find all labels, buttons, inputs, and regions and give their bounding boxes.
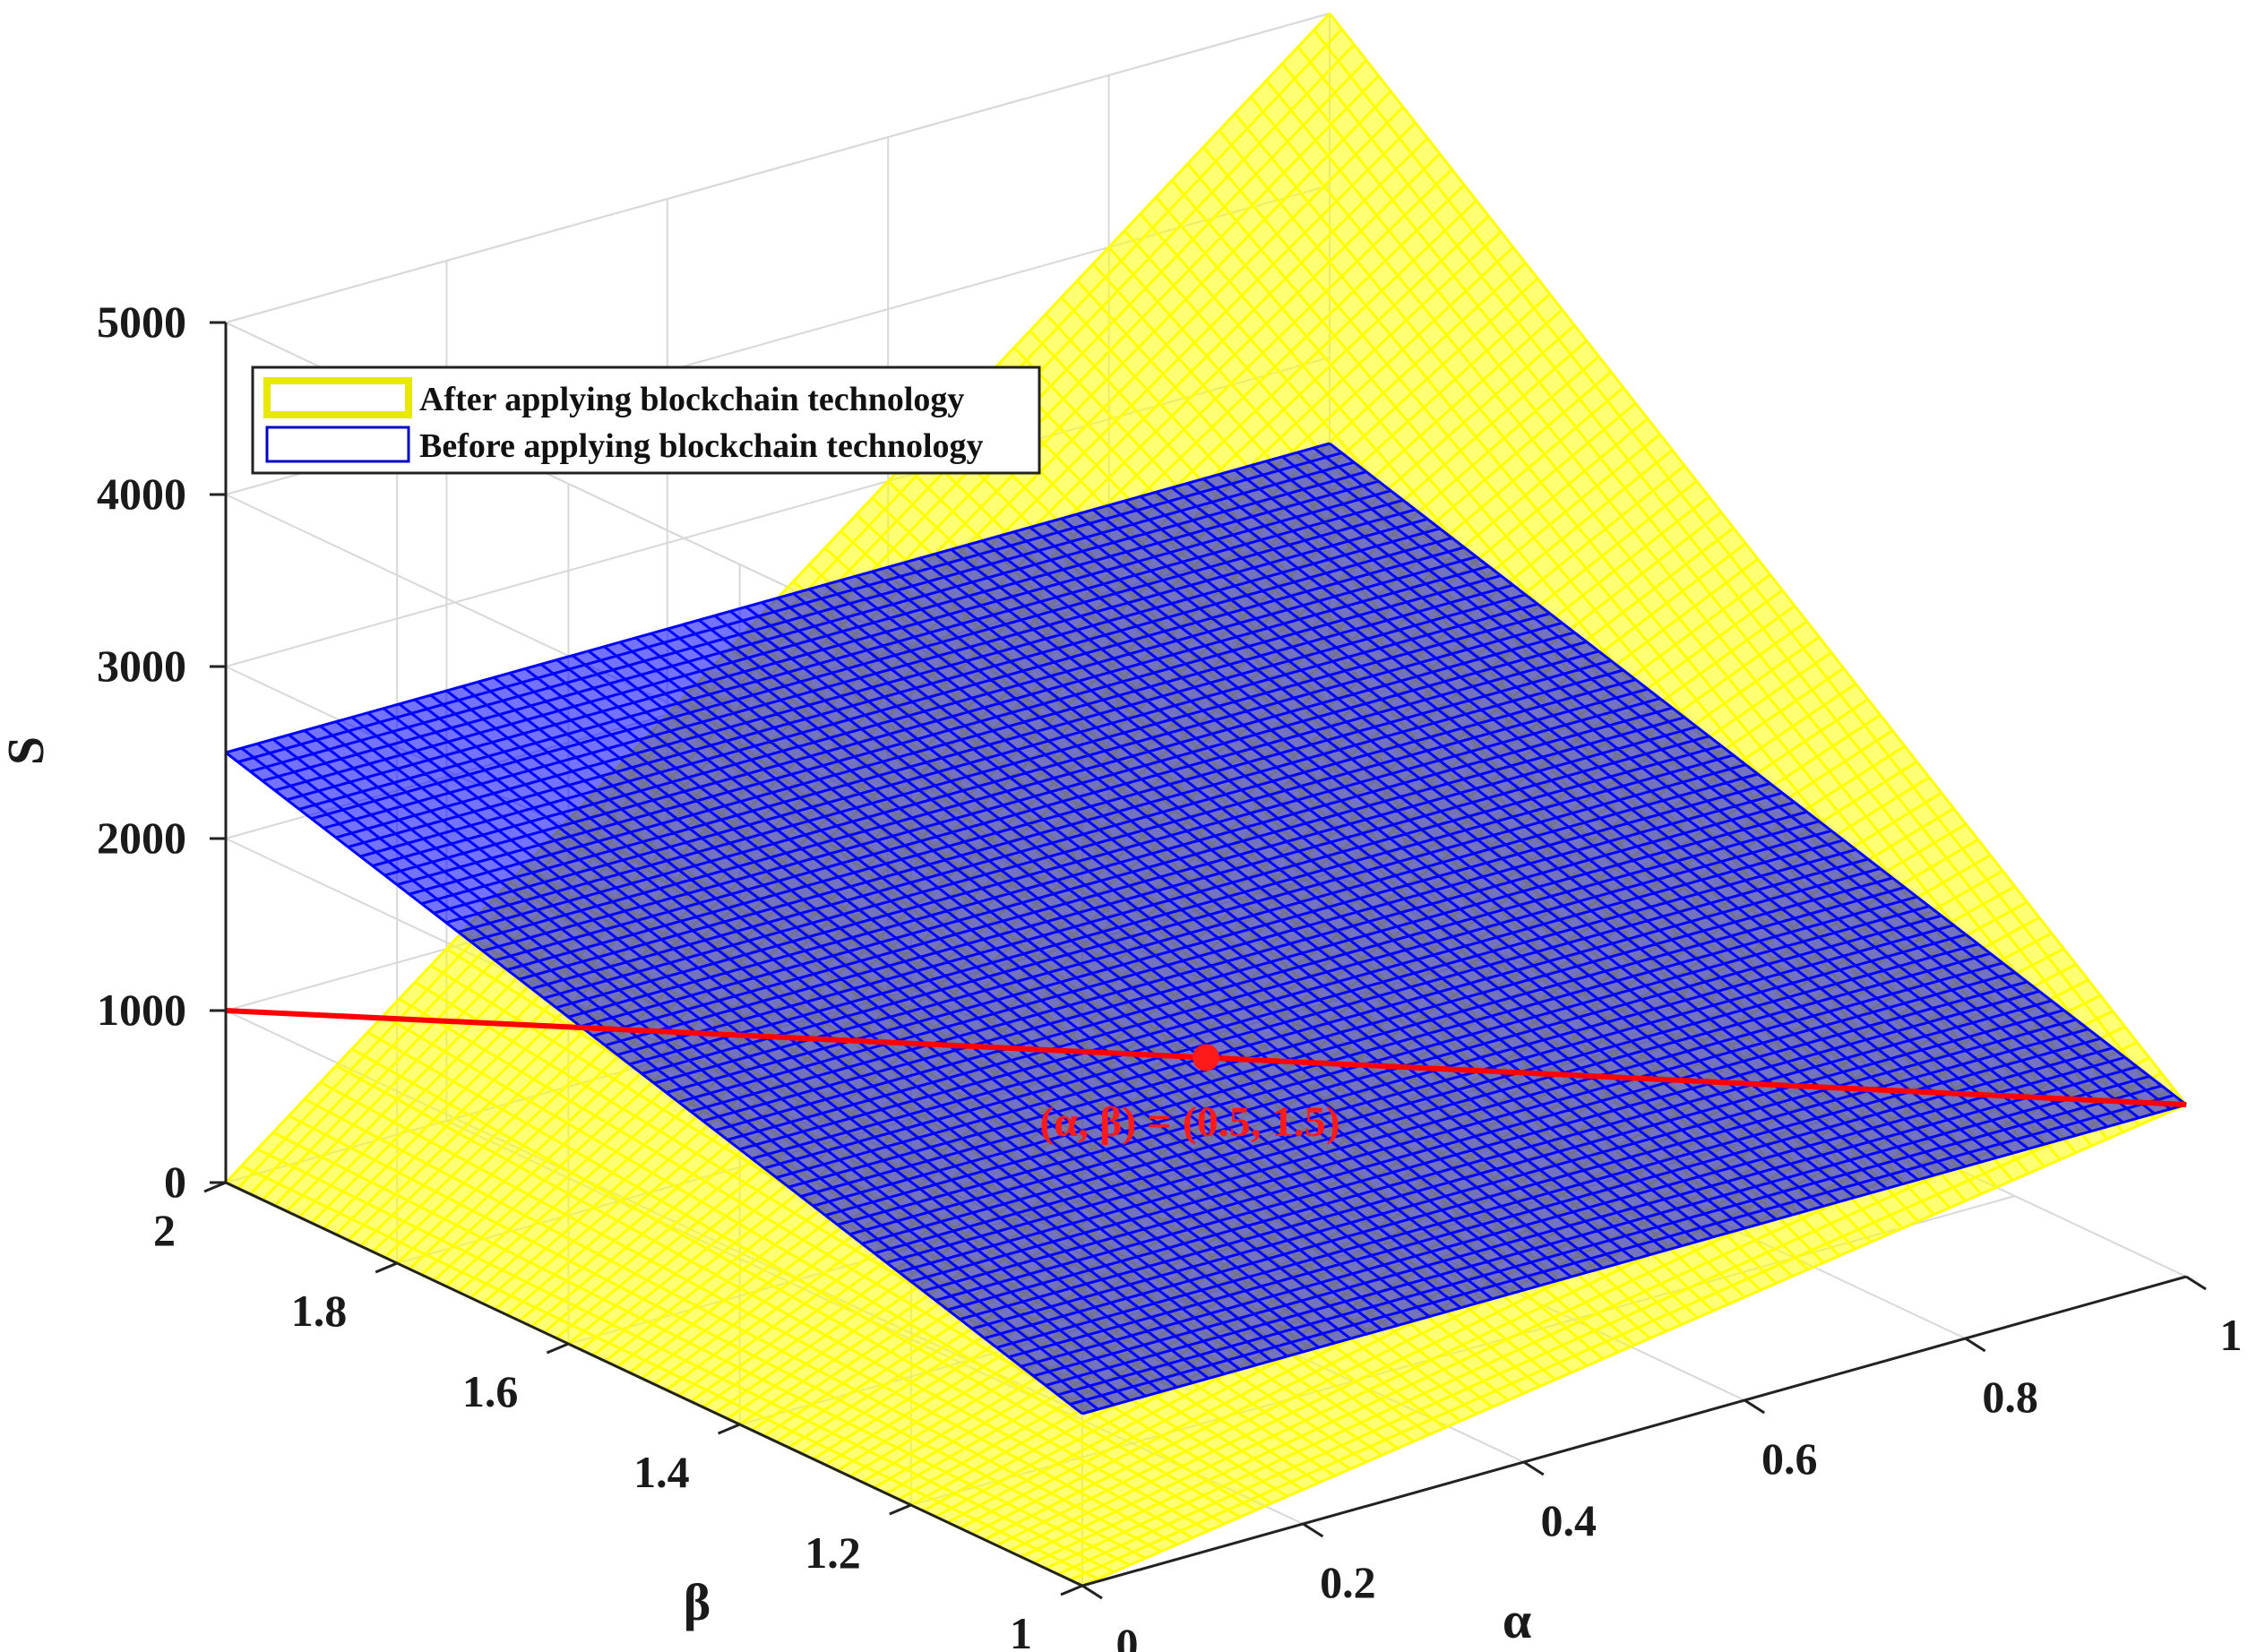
legend: After applying blockchain technology Bef… [251, 366, 1041, 475]
alpha-tick-label: 0.8 [1982, 1372, 2038, 1422]
y-axis-line [225, 1181, 1083, 1587]
alpha-tick-mark [1522, 1460, 1545, 1476]
z-tick-label: 2000 [97, 813, 186, 863]
x-axis-label: α [1503, 1591, 1531, 1649]
z-tick-label: 3000 [97, 641, 186, 691]
y-axis-label: β [684, 1573, 711, 1631]
intersection-point [1193, 1044, 1219, 1071]
alpha-tick-label: 0 [1116, 1619, 1139, 1652]
beta-tick-label: 1 [1010, 1608, 1032, 1652]
axes-layer [203, 321, 2207, 1600]
beta-tick-label: 1.4 [633, 1447, 690, 1497]
surface-before [225, 442, 2187, 1415]
beta-tick-label: 1.8 [291, 1286, 348, 1336]
beta-tick-mark [546, 1342, 569, 1355]
alpha-tick-mark [2185, 1275, 2207, 1291]
legend-swatch-before [265, 426, 410, 463]
labels-layer: 0 1000 2000 3000 4000 5000 0 0.2 0.4 0.6 0.8 1 1 1.2 1… [97, 297, 2243, 1652]
beta-tick-label: 1.2 [805, 1527, 861, 1578]
alpha-tick-mark [1302, 1522, 1324, 1538]
beta-tick-label: 2 [153, 1205, 176, 1255]
legend-swatch-after [263, 377, 412, 418]
surface-layer [224, 12, 2188, 1587]
beta-tick-mark [889, 1503, 912, 1516]
beta-tick-mark [718, 1423, 741, 1435]
z-tick-label: 1000 [97, 985, 186, 1035]
z-axis-label: S [0, 736, 55, 765]
x-axis-line [1081, 1275, 2187, 1587]
z-tick-label: 4000 [97, 469, 186, 519]
alpha-tick-label: 0.2 [1320, 1557, 1376, 1607]
beta-tick-mark [375, 1261, 398, 1274]
alpha-tick-mark [1964, 1337, 1986, 1353]
beta-tick-mark [1060, 1584, 1083, 1596]
z-tick-label: 5000 [97, 297, 186, 347]
beta-tick-mark [203, 1181, 227, 1193]
intersection-annotation: (α, β) = (0.5, 1.5) [1039, 1098, 1339, 1146]
alpha-tick-mark [1744, 1398, 1766, 1415]
surface-mesh-before [225, 442, 2187, 1415]
alpha-tick-label: 0.6 [1761, 1433, 1818, 1484]
alpha-tick-label: 0.4 [1541, 1495, 1598, 1545]
z-tick-label: 0 [164, 1157, 186, 1207]
beta-tick-label: 1.6 [462, 1366, 519, 1416]
alpha-tick-mark [1081, 1584, 1103, 1600]
legend-label-before: Before applying blockchain technology [419, 427, 984, 465]
alpha-tick-label: 1 [2220, 1310, 2243, 1360]
legend-label-after: After applying blockchain technology [419, 381, 964, 418]
